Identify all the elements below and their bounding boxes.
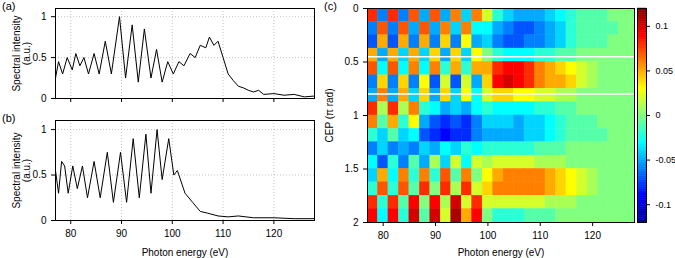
svg-text:100: 100 — [164, 228, 181, 239]
svg-text:0.5: 0.5 — [33, 52, 47, 63]
svg-text:1: 1 — [41, 124, 47, 135]
svg-text:110: 110 — [532, 230, 548, 241]
svg-text:0: 0 — [41, 215, 47, 226]
svg-text:80: 80 — [378, 230, 390, 241]
html-text:(c): (c) — [324, 0, 337, 12]
html-text:(a): (a) — [2, 0, 16, 12]
svg-text:0.1: 0.1 — [656, 21, 669, 31]
svg-text:0: 0 — [41, 93, 47, 104]
svg-text:Photon energy (eV): Photon energy (eV) — [142, 247, 229, 258]
svg-text:Spectral intensity(a.u.): Spectral intensity(a.u.) — [11, 15, 32, 91]
svg-text:CEP (π rad): CEP (π rad) — [324, 89, 335, 143]
svg-text:0.5: 0.5 — [345, 56, 359, 67]
svg-text:120: 120 — [266, 228, 283, 239]
svg-text:0: 0 — [656, 110, 661, 120]
svg-text:90: 90 — [430, 230, 442, 241]
svg-text:80: 80 — [65, 228, 77, 239]
svg-text:110: 110 — [215, 228, 231, 239]
svg-text:0.5: 0.5 — [33, 169, 47, 180]
svg-text:1: 1 — [41, 11, 47, 22]
svg-text:2: 2 — [353, 217, 359, 228]
svg-text:-0.1: -0.1 — [656, 200, 672, 210]
svg-text:100: 100 — [480, 230, 497, 241]
svg-text:Photon energy (eV): Photon energy (eV) — [458, 247, 545, 258]
svg-text:120: 120 — [584, 230, 601, 241]
svg-text:1.5: 1.5 — [345, 163, 359, 174]
svg-text:Spectral intensity(a.u.): Spectral intensity(a.u.) — [11, 132, 32, 208]
svg-text:-0.05: -0.05 — [656, 155, 675, 165]
html-text:(b): (b) — [2, 112, 16, 124]
svg-text:90: 90 — [116, 228, 128, 239]
svg-text:0: 0 — [353, 3, 359, 14]
svg-text:0.05: 0.05 — [656, 66, 674, 76]
svg-text:1: 1 — [353, 110, 359, 121]
